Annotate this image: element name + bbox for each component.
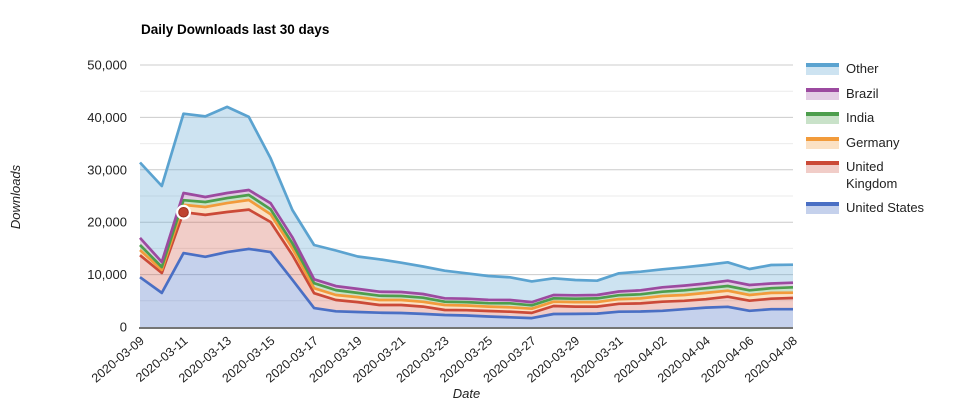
chart-legend: Other Brazil India Germany United Kingdo…: [806, 61, 938, 217]
legend-label: Other: [846, 61, 879, 76]
legend-swatch-icon: [806, 87, 839, 100]
line-united-kingdom: [139, 208, 794, 315]
legend-swatch-icon: [806, 63, 839, 75]
x-axis-title: Date: [453, 386, 480, 401]
area-germany: [140, 200, 793, 313]
y-tick-label: 30,000: [87, 162, 127, 177]
x-axis-labels: 2020-03-092020-03-112020-03-132020-03-15…: [89, 334, 800, 386]
y-tick-label: 40,000: [87, 110, 127, 125]
line-india: [139, 193, 794, 307]
area-united-kingdom: [140, 209, 793, 319]
legend-item-united-states[interactable]: United States: [806, 200, 938, 217]
legend-label: Germany: [846, 134, 900, 150]
legend-item-brazil[interactable]: Brazil: [806, 86, 938, 103]
legend-label: United Kingdom: [846, 159, 898, 191]
area-other: [140, 106, 793, 303]
line-brazil: [138, 188, 794, 304]
legend-item-india[interactable]: India: [806, 110, 938, 127]
legend-item-other[interactable]: Other: [806, 61, 938, 78]
legend-swatch-icon: [806, 136, 839, 149]
line-united-states: [139, 247, 793, 320]
highlighted-point[interactable]: [176, 204, 192, 220]
legend-label: United States: [846, 200, 925, 215]
legend-label: Brazil: [846, 85, 879, 101]
legend-item-germany[interactable]: Germany: [806, 135, 938, 152]
line-other: [139, 105, 794, 283]
legend-label: India: [846, 110, 875, 125]
line-germany: [139, 198, 794, 311]
area-united-states: [140, 248, 793, 327]
legend-swatch-icon: [806, 112, 839, 124]
y-axis-title: Downloads: [8, 164, 23, 229]
series-lines: [138, 105, 794, 320]
y-axis-labels: 0 10,000 20,000 30,000 40,000 50,000: [87, 58, 127, 335]
y-tick-label: 10,000: [87, 267, 127, 282]
y-tick-label: 20,000: [87, 215, 127, 230]
legend-swatch-icon: [806, 161, 839, 173]
y-tick-label: 0: [120, 320, 127, 335]
legend-item-united-kingdom[interactable]: United Kingdom: [806, 159, 938, 192]
chart-title: Daily Downloads last 30 days: [141, 22, 330, 37]
y-tick-label: 50,000: [87, 58, 127, 73]
legend-swatch-icon: [806, 202, 839, 214]
